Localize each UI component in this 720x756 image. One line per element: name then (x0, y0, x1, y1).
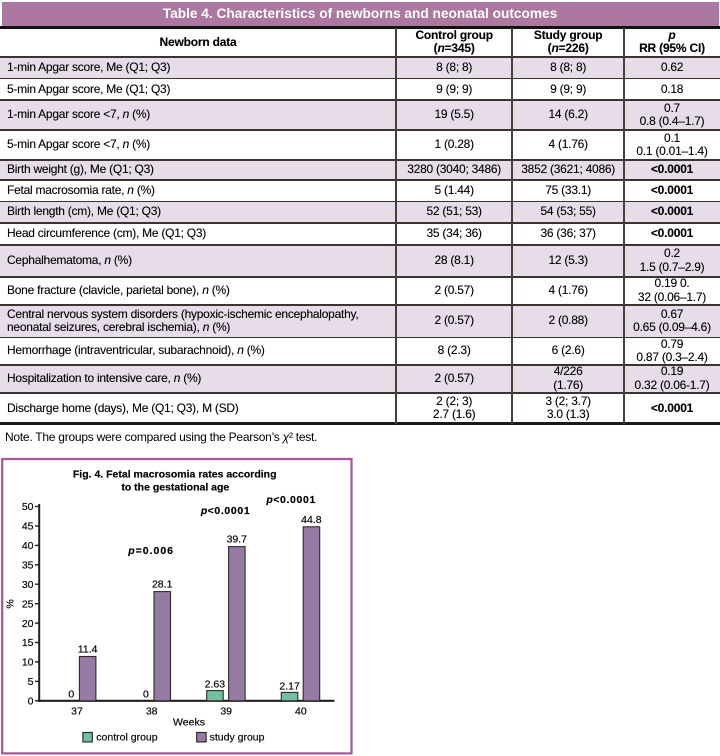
svg-text:2.63: 2.63 (205, 679, 226, 691)
svg-text:45: 45 (22, 521, 34, 533)
svg-text:50: 50 (22, 501, 34, 513)
svg-text:Weeks: Weeks (173, 716, 205, 728)
svg-text:<0.0001: <0.0001 (273, 494, 316, 506)
svg-text:0: 0 (143, 689, 149, 701)
svg-text:study group: study group (210, 731, 265, 743)
svg-text:40: 40 (295, 705, 307, 717)
svg-text:44.8: 44.8 (301, 514, 322, 526)
svg-text:39: 39 (220, 705, 232, 717)
svg-text:%: % (5, 599, 17, 608)
svg-text:15: 15 (22, 637, 34, 649)
svg-text:<0.0001: <0.0001 (208, 505, 251, 517)
svg-text:38: 38 (146, 705, 158, 717)
svg-text:10: 10 (22, 657, 34, 669)
svg-text:5: 5 (28, 676, 34, 688)
svg-text:37: 37 (71, 705, 83, 717)
svg-text:35: 35 (22, 560, 34, 572)
svg-text:Fig. 4. Fetal macrosomia rates: Fig. 4. Fetal macrosomia rates according (73, 468, 277, 480)
svg-text:0: 0 (68, 689, 74, 701)
svg-text:to the gestational age: to the gestational age (121, 481, 229, 493)
svg-text:30: 30 (22, 579, 34, 591)
svg-text:40: 40 (22, 540, 34, 552)
svg-text:control group: control group (96, 731, 157, 743)
svg-text:0: 0 (28, 696, 34, 708)
svg-text:25: 25 (22, 598, 34, 610)
svg-text:39.7: 39.7 (227, 534, 248, 546)
svg-text:p: p (127, 545, 135, 557)
svg-text:=0.006: =0.006 (136, 545, 174, 557)
svg-text:28.1: 28.1 (152, 579, 173, 591)
svg-text:20: 20 (22, 618, 34, 630)
svg-text:11.4: 11.4 (78, 644, 98, 656)
svg-text:p: p (265, 494, 273, 506)
svg-text:p: p (200, 505, 208, 517)
svg-text:2.17: 2.17 (279, 680, 300, 692)
